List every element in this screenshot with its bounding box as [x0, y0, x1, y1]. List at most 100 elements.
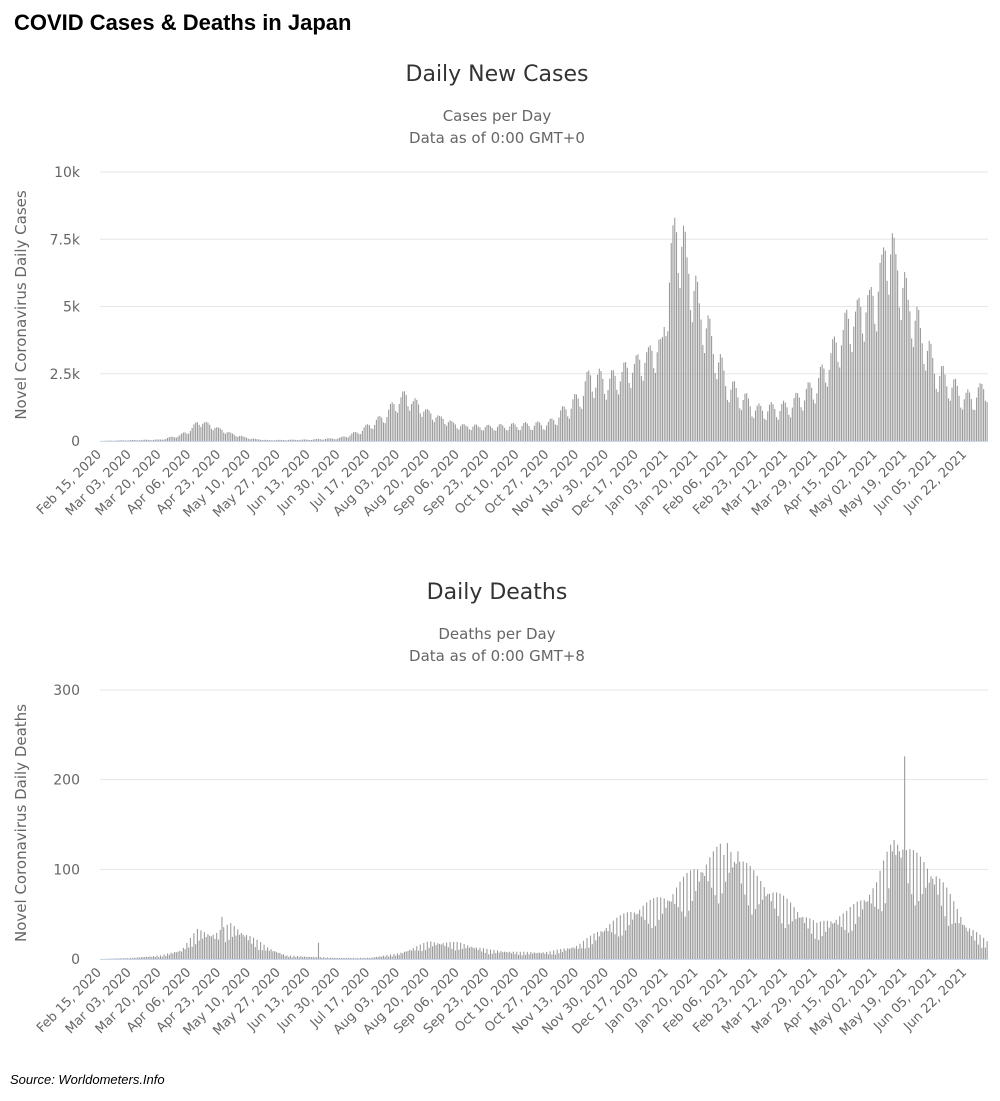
bar — [377, 956, 379, 959]
bar — [481, 429, 483, 441]
bar — [970, 398, 972, 441]
bar — [254, 947, 256, 959]
bar — [663, 898, 665, 959]
bar — [510, 423, 513, 441]
bar — [238, 934, 241, 959]
bar — [689, 870, 692, 959]
bar — [774, 908, 776, 959]
bar — [798, 917, 800, 959]
bar — [398, 954, 400, 959]
bar — [368, 425, 370, 441]
bar — [546, 425, 548, 441]
bar — [568, 418, 570, 441]
bar — [856, 299, 858, 441]
bar — [721, 893, 723, 959]
bar — [124, 958, 126, 959]
bar — [651, 928, 653, 959]
bar — [635, 355, 637, 441]
bar — [753, 870, 755, 959]
bar — [293, 955, 295, 959]
bar — [733, 861, 735, 959]
bar — [893, 839, 895, 959]
bar — [923, 862, 925, 959]
bar — [718, 362, 720, 441]
bar — [797, 912, 799, 959]
bar — [891, 233, 893, 441]
bar — [181, 433, 183, 441]
bar — [533, 952, 535, 959]
bar — [144, 957, 146, 959]
bar — [435, 417, 437, 441]
bar — [131, 439, 134, 441]
bar — [654, 372, 656, 441]
bar — [154, 957, 156, 959]
bar — [823, 368, 825, 441]
bar — [117, 440, 119, 441]
bar — [630, 387, 632, 441]
bar — [140, 440, 142, 441]
bar — [353, 432, 355, 441]
bar — [277, 952, 279, 959]
bar — [711, 887, 713, 959]
bar — [381, 956, 383, 959]
bar — [883, 247, 885, 441]
bar — [570, 948, 572, 959]
bar — [775, 417, 778, 441]
bar — [212, 430, 214, 441]
bar — [840, 345, 843, 441]
bar — [979, 383, 981, 441]
bar — [446, 942, 448, 959]
bar — [388, 956, 390, 959]
bar — [574, 948, 576, 959]
bar — [156, 955, 158, 959]
bar — [370, 428, 372, 441]
bar — [756, 875, 758, 959]
bar — [811, 933, 813, 959]
bar — [833, 336, 835, 441]
bar — [732, 867, 734, 959]
bar — [904, 272, 906, 441]
bar — [579, 943, 581, 959]
bar — [510, 953, 513, 959]
bar — [472, 947, 474, 959]
bar — [611, 370, 613, 441]
bar — [468, 947, 470, 959]
bar — [442, 418, 444, 441]
bar — [433, 942, 435, 959]
bar — [217, 427, 219, 441]
bar — [165, 438, 167, 441]
y-axis-label: Novel Coronavirus Daily Deaths — [12, 704, 30, 942]
bar — [891, 851, 893, 959]
bar — [128, 958, 130, 959]
bar — [865, 902, 867, 959]
bar — [707, 881, 709, 959]
bar — [484, 952, 486, 959]
bar — [486, 948, 488, 959]
bar — [735, 863, 737, 959]
bar — [144, 439, 146, 441]
bar — [444, 423, 446, 441]
bar — [242, 436, 244, 441]
bar — [730, 851, 732, 959]
bar — [689, 310, 692, 441]
bar — [563, 948, 565, 959]
bar — [823, 920, 825, 959]
bar — [161, 439, 163, 441]
bar — [832, 339, 834, 441]
bar — [188, 947, 190, 959]
bar — [949, 893, 951, 959]
chart-subtitle-line-1: Cases per Day — [443, 107, 552, 125]
bar — [589, 935, 592, 959]
bar — [449, 420, 451, 441]
y-tick-label: 300 — [53, 683, 80, 699]
bar — [767, 893, 769, 959]
bar — [977, 944, 979, 959]
bar — [956, 908, 958, 959]
bar — [670, 243, 672, 441]
bar — [775, 892, 778, 959]
bar — [763, 887, 765, 959]
bar — [596, 374, 599, 441]
bar — [686, 872, 688, 959]
bar — [737, 851, 739, 959]
